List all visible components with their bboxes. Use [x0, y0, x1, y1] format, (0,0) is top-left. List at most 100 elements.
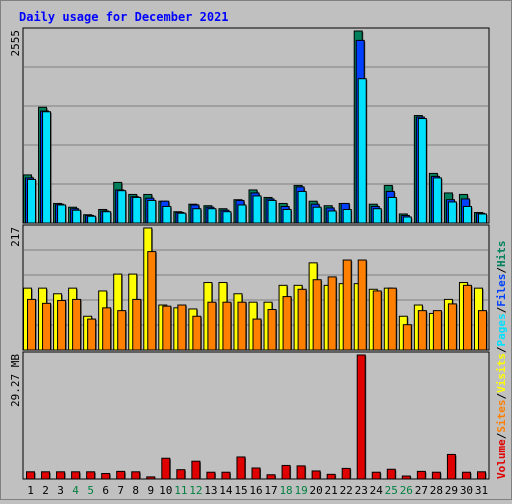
day-label-21: 21 [325, 484, 338, 497]
legend-files: Files [495, 274, 508, 307]
bar-pages-4 [72, 209, 82, 224]
bar-sites-30 [462, 284, 472, 351]
bar-volume-11 [176, 469, 186, 480]
day-label-27: 27 [415, 484, 428, 497]
bar-volume-5 [86, 471, 96, 480]
bar-sites-16 [252, 318, 262, 351]
bar-sites-1 [27, 298, 37, 351]
day-label-31: 31 [475, 484, 488, 497]
day-label-7: 7 [117, 484, 124, 497]
bar-sites-7 [117, 310, 127, 351]
bar-volume-2 [41, 471, 51, 480]
legend-sep: / [495, 432, 508, 439]
legend-volume: Volume [495, 439, 508, 479]
day-label-9: 9 [147, 484, 154, 497]
day-label-11: 11 [174, 484, 187, 497]
bar-volume-27 [416, 470, 426, 480]
bar-pages-19 [297, 190, 307, 224]
legend-sep: / [495, 267, 508, 274]
day-label-3: 3 [57, 484, 64, 497]
bar-sites-20 [312, 279, 322, 351]
day-label-20: 20 [310, 484, 323, 497]
bar-volume-8 [131, 471, 141, 480]
bar-pages-3 [57, 204, 67, 224]
bar-volume-17 [266, 474, 276, 480]
legend-sep: / [495, 393, 508, 400]
bar-pages-13 [207, 208, 217, 224]
bar-pages-6 [102, 211, 112, 224]
bar-volume-3 [56, 471, 66, 480]
bar-sites-11 [177, 304, 187, 351]
bar-sites-27 [417, 310, 427, 351]
day-label-22: 22 [340, 484, 353, 497]
bar-sites-19 [297, 288, 307, 351]
bar-volume-1 [26, 471, 36, 480]
day-label-28: 28 [430, 484, 443, 497]
bar-volume-23 [356, 354, 366, 480]
bar-volume-14 [221, 471, 231, 480]
bar-volume-28 [431, 471, 441, 480]
bar-pages-5 [87, 215, 97, 224]
bar-volume-26 [401, 475, 411, 480]
bar-sites-22 [342, 259, 352, 351]
bar-pages-29 [447, 201, 457, 224]
axis-max-label: 29.27 MB [9, 354, 22, 407]
day-label-5: 5 [87, 484, 94, 497]
bar-volume-10 [161, 457, 171, 480]
bar-sites-13 [207, 301, 217, 351]
bar-pages-9 [147, 199, 157, 224]
bar-sites-4 [72, 298, 82, 351]
bar-pages-2 [42, 111, 52, 224]
bar-volume-16 [251, 467, 261, 480]
day-label-1: 1 [27, 484, 34, 497]
day-label-8: 8 [132, 484, 139, 497]
bar-sites-14 [222, 301, 232, 351]
chart-legend: Volume/Sites/Visits/Pages/Files/Hits [495, 241, 508, 480]
bar-pages-25 [387, 196, 397, 224]
bar-sites-25 [387, 287, 397, 351]
day-label-14: 14 [219, 484, 233, 497]
bar-pages-15 [237, 204, 247, 224]
bar-sites-6 [102, 307, 112, 351]
day-label-30: 30 [460, 484, 473, 497]
bar-pages-10 [162, 205, 172, 224]
bar-sites-5 [87, 318, 97, 351]
bar-pages-8 [132, 196, 142, 224]
axis-max-label: 2555 [9, 30, 22, 57]
bar-sites-2 [42, 302, 52, 351]
bar-volume-9 [146, 476, 156, 480]
day-label-19: 19 [294, 484, 307, 497]
bar-sites-31 [477, 310, 487, 351]
bar-sites-8 [132, 298, 142, 351]
bar-sites-26 [402, 324, 412, 351]
bar-pages-16 [252, 195, 262, 224]
bar-pages-31 [477, 213, 487, 224]
bar-pages-12 [192, 208, 202, 224]
bar-pages-14 [222, 211, 232, 224]
day-label-26: 26 [400, 484, 413, 497]
bar-sites-15 [237, 301, 247, 351]
legend-pages: Pages [495, 313, 508, 346]
bar-pages-22 [342, 208, 352, 224]
bar-pages-17 [267, 199, 277, 224]
bar-volume-15 [236, 456, 246, 480]
bar-volume-7 [116, 470, 126, 480]
bar-volume-24 [371, 471, 381, 480]
day-label-2: 2 [42, 484, 49, 497]
day-label-4: 4 [72, 484, 79, 497]
bar-volume-30 [461, 471, 471, 480]
bar-volume-4 [71, 471, 81, 480]
bar-volume-29 [446, 453, 456, 480]
day-label-13: 13 [204, 484, 217, 497]
bar-sites-9 [147, 251, 157, 351]
bar-sites-17 [267, 309, 277, 351]
bar-sites-23 [357, 259, 367, 351]
day-label-29: 29 [445, 484, 458, 497]
day-label-12: 12 [189, 484, 202, 497]
day-label-15: 15 [234, 484, 247, 497]
day-label-6: 6 [102, 484, 109, 497]
legend-visits: Visits [495, 353, 508, 393]
bar-pages-28 [432, 177, 442, 224]
